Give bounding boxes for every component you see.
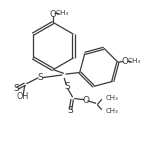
Text: S: S bbox=[13, 84, 19, 93]
Text: S: S bbox=[37, 73, 43, 82]
Text: S: S bbox=[64, 82, 70, 91]
Text: CH₃: CH₃ bbox=[105, 108, 118, 114]
Text: CH₃: CH₃ bbox=[105, 95, 118, 101]
Text: OH: OH bbox=[17, 93, 29, 101]
Text: CH₃: CH₃ bbox=[56, 10, 69, 16]
Text: CH₃: CH₃ bbox=[128, 58, 141, 64]
Text: O: O bbox=[50, 10, 57, 19]
Text: O: O bbox=[122, 57, 129, 66]
Text: S: S bbox=[68, 106, 74, 115]
Text: O: O bbox=[82, 96, 89, 104]
